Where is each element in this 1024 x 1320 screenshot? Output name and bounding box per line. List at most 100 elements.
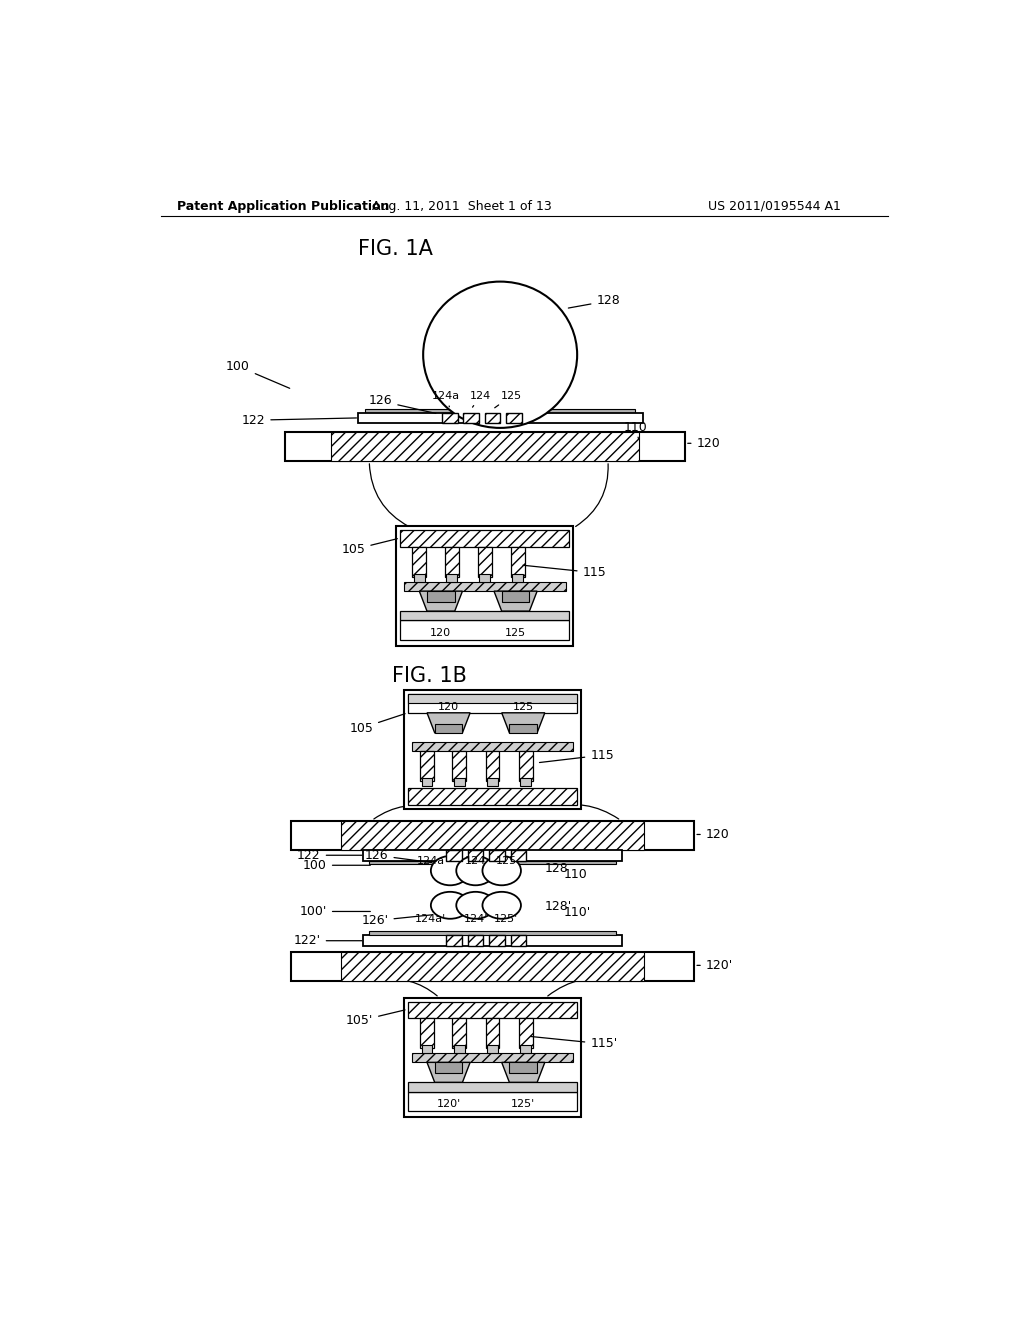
Text: 122: 122 <box>242 413 356 426</box>
Bar <box>509 723 538 733</box>
Text: 125: 125 <box>505 628 526 638</box>
Bar <box>502 591 529 602</box>
Bar <box>408 693 578 713</box>
Text: 128: 128 <box>545 862 568 875</box>
Bar <box>485 751 500 780</box>
Bar <box>511 936 526 946</box>
Text: 124: 124 <box>470 391 492 407</box>
Bar <box>370 932 615 936</box>
Ellipse shape <box>457 855 495 886</box>
Bar <box>413 548 426 577</box>
Bar <box>364 850 622 861</box>
Text: 115: 115 <box>523 565 606 579</box>
Bar <box>484 412 500 424</box>
Bar <box>520 1045 531 1053</box>
Text: 100: 100 <box>226 360 290 388</box>
Text: 122: 122 <box>297 849 361 862</box>
Text: 128: 128 <box>568 294 621 308</box>
Bar <box>400 611 569 620</box>
Bar <box>518 1019 532 1048</box>
Bar <box>454 1045 465 1053</box>
Bar <box>487 779 498 785</box>
Bar <box>468 936 483 946</box>
Bar <box>408 1092 578 1111</box>
Text: 128': 128' <box>545 900 572 913</box>
Bar <box>420 751 434 780</box>
Text: 124a': 124a' <box>416 915 446 924</box>
Bar <box>366 409 635 413</box>
Polygon shape <box>502 1063 545 1082</box>
Ellipse shape <box>482 855 521 886</box>
Bar <box>454 779 465 785</box>
Text: 126': 126' <box>361 915 432 927</box>
Bar <box>341 952 644 981</box>
Text: 110: 110 <box>624 421 647 440</box>
Text: 125': 125' <box>511 1100 536 1109</box>
FancyArrowPatch shape <box>548 804 618 818</box>
Polygon shape <box>494 591 538 611</box>
Polygon shape <box>419 591 463 611</box>
Bar <box>420 1019 434 1048</box>
FancyArrowPatch shape <box>575 463 608 527</box>
Text: 120': 120' <box>697 958 733 972</box>
Ellipse shape <box>423 281 578 428</box>
Text: 115': 115' <box>530 1036 617 1051</box>
Bar <box>370 861 615 865</box>
Text: 100: 100 <box>303 859 371 871</box>
Text: 100': 100' <box>300 906 371 917</box>
Text: 120: 120 <box>430 628 452 638</box>
Text: Aug. 11, 2011  Sheet 1 of 13: Aug. 11, 2011 Sheet 1 of 13 <box>372 199 552 213</box>
Bar <box>518 751 532 780</box>
Text: 105: 105 <box>342 539 397 556</box>
Bar <box>400 531 569 548</box>
Bar <box>341 821 644 850</box>
Bar <box>463 412 478 424</box>
Bar <box>331 432 639 461</box>
Bar <box>485 1019 500 1048</box>
Bar <box>479 574 490 582</box>
Text: 105': 105' <box>346 1010 406 1027</box>
Bar <box>435 723 463 733</box>
Bar <box>408 788 578 805</box>
Bar <box>453 751 466 780</box>
Polygon shape <box>427 1063 470 1082</box>
Text: 126: 126 <box>365 849 432 862</box>
Text: 125': 125' <box>495 915 518 924</box>
Text: FIG. 1A: FIG. 1A <box>357 239 432 259</box>
Bar <box>422 779 432 785</box>
Bar <box>511 548 524 577</box>
Bar <box>509 1063 538 1073</box>
Bar <box>400 620 569 640</box>
Text: US 2011/0195544 A1: US 2011/0195544 A1 <box>708 199 841 213</box>
FancyArrowPatch shape <box>378 979 437 995</box>
Bar <box>442 412 458 424</box>
Ellipse shape <box>431 855 469 886</box>
Bar <box>489 936 505 946</box>
Text: 110: 110 <box>563 869 587 880</box>
Text: Patent Application Publication: Patent Application Publication <box>177 199 389 213</box>
Bar <box>422 1045 432 1053</box>
Ellipse shape <box>482 892 521 919</box>
Text: 124a: 124a <box>432 391 461 407</box>
Bar <box>403 998 581 1117</box>
Text: FIG. 1B: FIG. 1B <box>392 665 467 686</box>
Bar <box>511 850 526 861</box>
Bar <box>446 574 457 582</box>
Text: 125: 125 <box>513 702 534 711</box>
Text: 124: 124 <box>465 857 486 866</box>
Bar <box>403 582 565 591</box>
Text: 120: 120 <box>438 702 459 711</box>
Bar <box>489 850 505 861</box>
Text: 126: 126 <box>369 395 436 413</box>
Bar <box>403 689 581 809</box>
Text: 124a: 124a <box>417 857 444 866</box>
FancyArrowPatch shape <box>548 978 618 997</box>
Text: 120: 120 <box>688 437 720 450</box>
Bar <box>412 1053 573 1063</box>
FancyArrowPatch shape <box>370 463 410 527</box>
Bar <box>412 742 573 751</box>
Bar <box>468 850 483 861</box>
Bar <box>512 574 523 582</box>
FancyArrowPatch shape <box>374 805 436 818</box>
Bar <box>396 527 573 645</box>
